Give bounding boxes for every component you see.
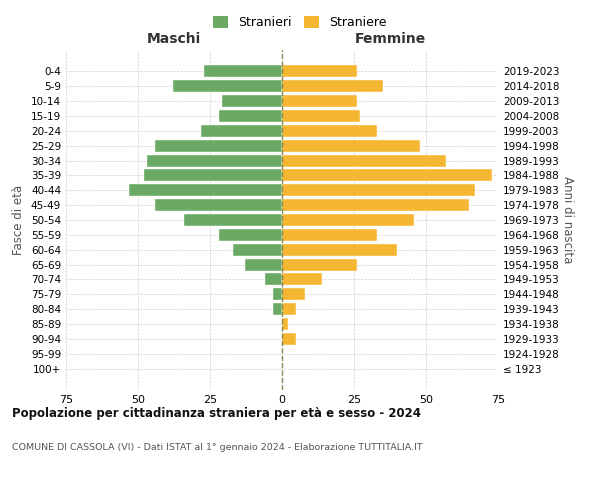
Bar [282,140,420,151]
Bar [282,303,296,315]
Bar [274,303,282,315]
Y-axis label: Fasce di età: Fasce di età [13,185,25,255]
Bar [282,80,383,92]
Bar [282,170,492,181]
Bar [130,184,282,196]
Bar [282,229,377,241]
Bar [221,95,282,107]
Bar [282,184,475,196]
Bar [184,214,282,226]
Text: Popolazione per cittadinanza straniera per età e sesso - 2024: Popolazione per cittadinanza straniera p… [12,408,421,420]
Bar [245,258,282,270]
Bar [282,318,288,330]
Bar [218,110,282,122]
Text: COMUNE DI CASSOLA (VI) - Dati ISTAT al 1° gennaio 2024 - Elaborazione TUTTITALIA: COMUNE DI CASSOLA (VI) - Dati ISTAT al 1… [12,442,422,452]
Bar [282,154,446,166]
Bar [173,80,282,92]
Bar [155,140,282,151]
Y-axis label: Anni di nascita: Anni di nascita [560,176,574,264]
Bar [146,154,282,166]
Bar [144,170,282,181]
Bar [282,199,469,211]
Bar [204,66,282,78]
Bar [282,95,357,107]
Bar [282,110,360,122]
Bar [218,229,282,241]
Bar [282,258,357,270]
Bar [282,66,357,78]
Bar [202,125,282,137]
Bar [274,288,282,300]
Bar [282,214,415,226]
Bar [282,125,377,137]
Bar [282,274,322,285]
Bar [233,244,282,256]
Text: Femmine: Femmine [355,32,425,46]
Bar [155,199,282,211]
Bar [265,274,282,285]
Bar [282,288,305,300]
Legend: Stranieri, Straniere: Stranieri, Straniere [208,11,392,34]
Text: Maschi: Maschi [147,32,201,46]
Bar [282,244,397,256]
Bar [282,333,296,345]
